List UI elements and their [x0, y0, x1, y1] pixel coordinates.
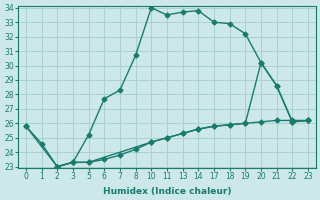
- X-axis label: Humidex (Indice chaleur): Humidex (Indice chaleur): [103, 187, 231, 196]
